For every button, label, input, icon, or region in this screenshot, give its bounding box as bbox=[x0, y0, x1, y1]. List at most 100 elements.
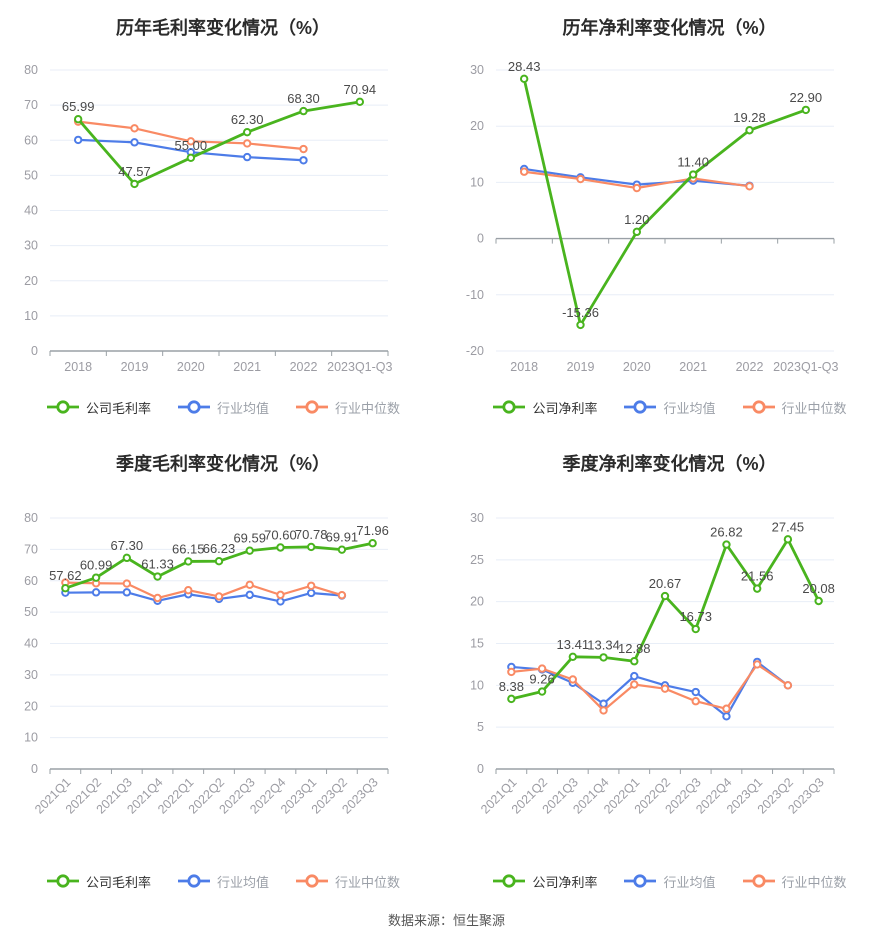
series-行业均值 bbox=[507, 657, 793, 721]
x-tick-label: 2018 bbox=[510, 360, 538, 374]
chart-panel-quarterly-net-margin: 季度净利率变化情况（%） 0 5 10 15 20 25 30 2021Q1 2021Q2 202… bbox=[446, 420, 893, 894]
y-tick-label: 80 bbox=[24, 63, 38, 77]
data-point bbox=[73, 115, 83, 124]
x-axis-labels: 2018 2019 2020 2021 2022 2023Q1-Q3 bbox=[510, 360, 838, 374]
data-point bbox=[783, 681, 793, 690]
chart-title-quarterly-net-margin: 季度净利率变化情况（%） bbox=[562, 454, 777, 474]
legend-marker-icon bbox=[624, 874, 657, 888]
quarterly-net-margin-legend: 公司净利率 行业均值 行业中位数 bbox=[446, 868, 893, 894]
data-point bbox=[306, 581, 316, 590]
data-label: 61.33 bbox=[141, 557, 174, 572]
chart-panel-annual-gross-margin: 历年毛利率变化情况（%） 0 10 20 30 40 50 60 70 80 2018 2019 20… bbox=[0, 0, 446, 420]
data-point bbox=[507, 694, 516, 704]
legend-label: 公司毛利率 bbox=[85, 400, 151, 416]
data-point bbox=[73, 135, 83, 145]
data-point bbox=[184, 585, 193, 595]
data-label: 70.94 bbox=[344, 82, 377, 97]
annual-net-margin-chart[interactable]: -20 -10 0 10 20 30 2018 2019 2020 2021 2022 2023Q1-… bbox=[446, 48, 892, 382]
gridlines bbox=[496, 69, 834, 352]
series-行业中位数 bbox=[519, 167, 754, 193]
data-label: 67.30 bbox=[111, 538, 144, 553]
data-point bbox=[722, 704, 731, 713]
x-axis bbox=[49, 350, 389, 356]
y-tick-label: 30 bbox=[24, 239, 38, 253]
data-point bbox=[783, 535, 793, 544]
x-tick-label: 2020 bbox=[623, 360, 651, 374]
legend-marker-icon bbox=[46, 874, 79, 888]
data-point bbox=[632, 183, 642, 193]
y-tick-label: 20 bbox=[470, 595, 484, 609]
legend-item-company[interactable]: 公司净利率 bbox=[492, 398, 597, 417]
chart-title-annual-gross-margin: 历年毛利率变化情况（%） bbox=[115, 18, 330, 38]
legend-item-industry_median[interactable]: 行业中位数 bbox=[742, 398, 847, 417]
data-point bbox=[153, 593, 162, 603]
series-line bbox=[522, 77, 808, 327]
legend-item-industry_median[interactable]: 行业中位数 bbox=[295, 398, 400, 417]
y-tick-label: 20 bbox=[24, 274, 38, 288]
legend-marker-icon bbox=[46, 400, 79, 414]
y-axis-labels: 0 5 10 15 20 25 30 bbox=[470, 511, 484, 776]
series-公司毛利率 bbox=[61, 539, 377, 593]
data-point bbox=[276, 590, 285, 600]
data-point bbox=[576, 320, 585, 330]
data-point bbox=[299, 106, 308, 116]
data-label: 69.59 bbox=[233, 531, 266, 546]
chart-panel-annual-net-margin: 历年净利率变化情况（%） -20 -10 0 10 20 30 2018 2019 2020 20… bbox=[446, 0, 893, 420]
data-label: 13.41 bbox=[557, 637, 590, 652]
y-tick-label: 10 bbox=[470, 678, 484, 692]
annual-gross-margin-chart[interactable]: 0 10 20 30 40 50 60 70 80 2018 2019 2020 2021 2022 202… bbox=[0, 48, 446, 382]
quarterly-net-margin-chart[interactable]: 0 5 10 15 20 25 30 2021Q12021Q22021Q32021Q42022… bbox=[446, 484, 892, 856]
quarterly-gross-margin-legend: 公司毛利率 行业均值 行业中位数 bbox=[0, 868, 446, 894]
data-point bbox=[306, 588, 316, 598]
data-point bbox=[568, 675, 578, 684]
data-point bbox=[630, 680, 639, 689]
data-label: 19.28 bbox=[733, 110, 766, 125]
legend-item-industry_median[interactable]: 行业中位数 bbox=[295, 872, 400, 891]
y-tick-label: 0 bbox=[477, 762, 484, 776]
legend-marker-icon bbox=[742, 874, 775, 888]
data-label: 62.30 bbox=[231, 112, 264, 127]
data-point bbox=[745, 126, 754, 135]
legend-marker-icon bbox=[493, 400, 526, 414]
data-label: 12.88 bbox=[618, 641, 651, 656]
x-tick-label: 2019 bbox=[567, 360, 595, 374]
data-label: 22.90 bbox=[790, 90, 823, 105]
data-point bbox=[507, 667, 516, 677]
legend-label: 行业均值 bbox=[663, 400, 716, 416]
quarterly-gross-margin-chart[interactable]: 0 10 20 30 40 50 60 70 80 2021Q12021Q22021Q32021Q… bbox=[0, 484, 446, 856]
series-line bbox=[510, 660, 790, 718]
data-label: 55.00 bbox=[175, 138, 208, 153]
legend-item-company[interactable]: 公司毛利率 bbox=[46, 398, 151, 417]
legend-item-industry_avg[interactable]: 行业均值 bbox=[177, 872, 269, 891]
series-line bbox=[76, 100, 362, 186]
x-axis bbox=[49, 768, 389, 774]
x-tick-label: 2023Q1-Q3 bbox=[327, 360, 392, 374]
data-point bbox=[691, 624, 700, 634]
data-source-note: 数据来源：恒生聚源 bbox=[387, 913, 505, 928]
data-point bbox=[122, 579, 132, 588]
legend-item-company[interactable]: 公司毛利率 bbox=[46, 872, 151, 891]
y-axis-labels: 0 10 20 30 40 50 60 70 80 bbox=[24, 511, 38, 776]
chart-title-annual-net-margin: 历年净利率变化情况（%） bbox=[562, 18, 777, 38]
annual-gross-margin-legend: 公司毛利率 行业均值 行业中位数 bbox=[0, 394, 446, 420]
data-point bbox=[299, 144, 308, 154]
data-point bbox=[242, 152, 252, 162]
data-label: 21.56 bbox=[741, 569, 774, 584]
legend-item-industry_avg[interactable]: 行业均值 bbox=[623, 398, 716, 417]
legend-item-industry_median[interactable]: 行业中位数 bbox=[742, 872, 847, 891]
legend-item-industry_avg[interactable]: 行业均值 bbox=[623, 872, 716, 891]
y-axis-labels: 0 10 20 30 40 50 60 70 80 bbox=[24, 63, 38, 358]
legend-item-industry_avg[interactable]: 行业均值 bbox=[177, 398, 269, 417]
y-tick-label: 20 bbox=[470, 119, 484, 133]
legend-item-company[interactable]: 公司净利率 bbox=[492, 872, 597, 891]
data-label: 27.45 bbox=[772, 519, 805, 534]
series-行业均值 bbox=[61, 588, 347, 606]
y-tick-label: 5 bbox=[477, 720, 484, 734]
series-公司净利率 bbox=[519, 74, 811, 330]
legend-label: 行业均值 bbox=[216, 400, 269, 416]
data-point bbox=[568, 652, 578, 662]
data-label: 57.62 bbox=[49, 568, 82, 583]
data-label: 20.67 bbox=[649, 576, 682, 591]
x-tick-label: 2023Q1-Q3 bbox=[773, 360, 838, 374]
